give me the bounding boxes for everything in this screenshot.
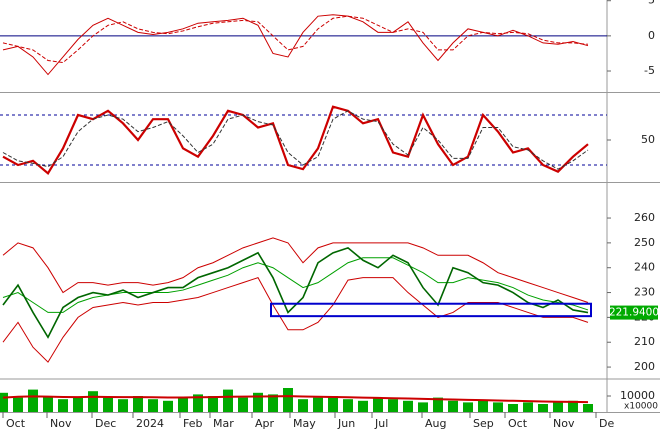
x-tick-label: Oct <box>6 417 26 430</box>
x-tick-label: Nov <box>553 417 575 430</box>
volume-bar <box>178 397 188 412</box>
volume-bar <box>583 404 593 412</box>
volume-bar <box>118 399 128 412</box>
series-line <box>2 237 589 303</box>
support-zone <box>270 302 592 318</box>
volume-bar <box>133 396 143 412</box>
volume-bar <box>328 396 338 412</box>
volume-bar <box>463 402 473 412</box>
x-tick-label: Mar <box>213 417 234 430</box>
volume-bar <box>73 397 83 412</box>
y-tick-label: 210 <box>634 335 655 348</box>
volume-bar <box>538 404 548 412</box>
x-tick-label: May <box>293 417 316 430</box>
y-tick-label: 250 <box>634 236 655 249</box>
volume-unit: x10000 <box>624 402 658 412</box>
volume-bar <box>403 400 413 412</box>
volume-bar <box>313 397 323 412</box>
x-tick-label: Jun <box>337 417 355 430</box>
volume-bar <box>208 396 218 412</box>
volume-bar <box>373 397 383 412</box>
x-tick-label: Jul <box>374 417 388 430</box>
volume-bar <box>568 400 578 412</box>
volume-bar <box>448 400 458 412</box>
volume-bar <box>148 399 158 412</box>
y-tick-label: 200 <box>634 360 655 373</box>
series-line <box>2 14 589 76</box>
volume-bar <box>508 404 518 412</box>
series-line <box>2 110 589 170</box>
series-line <box>2 105 589 176</box>
price-tag-label: 221.9400 <box>609 307 659 319</box>
volume-bar <box>103 397 113 412</box>
volume-bar <box>358 400 368 412</box>
volume-bar <box>553 402 563 412</box>
x-tick-label: De <box>599 417 614 430</box>
volume-bar <box>433 397 443 412</box>
x-tick-label: Dec <box>95 417 116 430</box>
volume-bar <box>13 397 23 412</box>
series-line <box>2 257 589 313</box>
series-line <box>2 277 589 363</box>
volume-bar <box>268 394 278 412</box>
volume-bar <box>493 402 503 412</box>
y-tick-label: 260 <box>634 211 655 224</box>
volume-bar <box>0 392 8 412</box>
volume-bar <box>43 396 53 412</box>
x-tick-label: Nov <box>50 417 72 430</box>
volume-bar <box>163 400 173 412</box>
volume-bar <box>88 391 98 412</box>
x-tick-label: Oct <box>508 417 528 430</box>
volume-bar <box>28 389 38 412</box>
y-tick-label: -5 <box>644 64 655 77</box>
volume-bar <box>283 388 293 412</box>
volume-bar <box>193 394 203 412</box>
volume-bar <box>253 392 263 412</box>
x-tick-label: Apr <box>255 417 275 430</box>
series-line <box>2 246 589 339</box>
y-tick-label: 240 <box>634 261 655 274</box>
volume-bar <box>388 399 398 412</box>
y-tick-label: 5 <box>648 0 655 7</box>
volume-bar <box>58 399 68 412</box>
y-tick-label: 10000 <box>620 389 655 402</box>
volume-bar <box>418 402 428 412</box>
volume-bar <box>523 402 533 412</box>
volume-bar <box>238 397 248 412</box>
price-tag <box>610 305 658 320</box>
volume-bar <box>223 389 233 412</box>
x-tick-label: 2024 <box>136 417 164 430</box>
series-line <box>2 15 589 64</box>
y-tick-label: 50 <box>641 133 655 146</box>
y-tick-label: 230 <box>634 286 655 299</box>
series-line <box>2 395 589 404</box>
x-tick-label: Aug <box>425 417 446 430</box>
volume-bar <box>478 400 488 412</box>
y-tick-label: 0 <box>648 29 655 42</box>
x-tick-label: Sep <box>473 417 494 430</box>
volume-bar <box>343 399 353 412</box>
volume-bar <box>298 399 308 412</box>
x-tick-label: Feb <box>183 417 202 430</box>
